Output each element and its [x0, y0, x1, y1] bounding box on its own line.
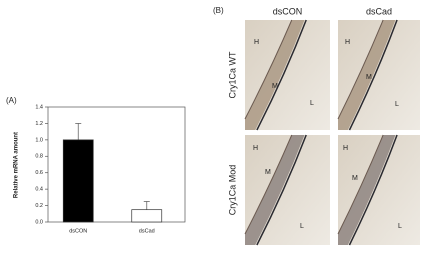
- tissue-edge: [256, 134, 307, 246]
- tissue-label: L: [310, 100, 314, 107]
- x-tick-label: dsCad: [139, 228, 155, 234]
- tissue-label: L: [398, 223, 402, 230]
- row-header: Cry1Ca WT: [227, 51, 237, 99]
- panel-label: (A): [6, 96, 17, 105]
- x-tick-label: dsCON: [69, 228, 87, 234]
- tissue-edge: [348, 19, 398, 131]
- y-tick-label: 0.2: [35, 203, 43, 209]
- tissue-inner: [244, 134, 293, 235]
- tissue-label: H: [253, 145, 258, 152]
- tissue-edge: [256, 19, 307, 131]
- y-tick-label: 1.0: [35, 137, 43, 143]
- y-tick-label: 0.0: [35, 219, 43, 225]
- y-tick-label: 0.8: [35, 154, 43, 160]
- panel-label: (B): [213, 6, 224, 15]
- tissue-label: L: [300, 223, 304, 230]
- tissue-inner: [244, 19, 293, 120]
- tissue-label: M: [272, 83, 278, 90]
- tissue-band: [245, 135, 305, 245]
- tissue-label: M: [265, 169, 271, 176]
- tissue-edge: [348, 134, 398, 246]
- column-header: dsCad: [366, 6, 392, 16]
- tissue-label: M: [352, 175, 358, 182]
- y-tick-label: 1.4: [35, 104, 43, 110]
- column-header: dsCON: [273, 6, 303, 16]
- tissue-inner: [337, 19, 384, 120]
- tissue-inner: [337, 134, 384, 235]
- y-tick-label: 0.4: [35, 187, 43, 193]
- tissue-label: H: [343, 145, 348, 152]
- tissue-band: [338, 135, 396, 245]
- y-tick-label: 1.2: [35, 121, 43, 127]
- tissue-label: M: [366, 74, 372, 81]
- tissue-label: H: [345, 39, 350, 46]
- bar: [62, 139, 94, 223]
- tissue-band: [245, 20, 305, 130]
- row-header: Cry1Ca Mod: [227, 165, 237, 216]
- bar: [131, 209, 163, 223]
- tissue-label: L: [395, 101, 399, 108]
- tissue-label: H: [254, 39, 259, 46]
- y-tick-label: 0.6: [35, 170, 43, 176]
- tissue-band: [338, 20, 396, 130]
- plot-frame: [47, 106, 186, 223]
- y-axis-label: Relative mRNA amount: [14, 132, 20, 198]
